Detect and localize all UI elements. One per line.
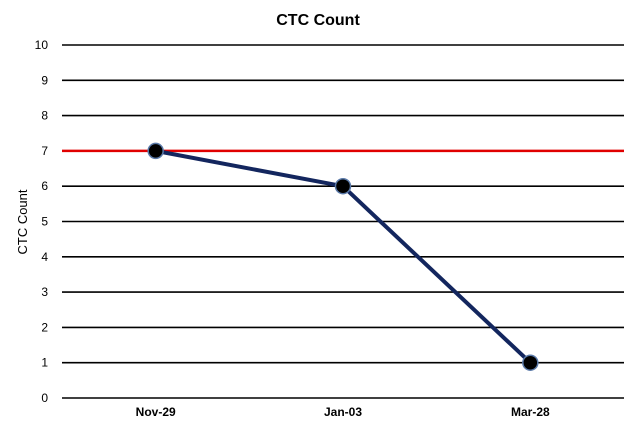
x-tick-label: Nov-29: [136, 405, 176, 419]
series-group: [147, 142, 539, 371]
x-tick-label: Jan-03: [324, 405, 362, 419]
chart-title: CTC Count: [276, 12, 360, 29]
y-tick-label: 3: [41, 285, 48, 299]
x-tick-label: Mar-28: [511, 405, 550, 419]
data-point: [522, 354, 539, 371]
data-point: [334, 177, 352, 195]
y-tick-label: 1: [41, 356, 48, 370]
y-tick-label: 0: [41, 391, 48, 405]
y-tick-label: 4: [41, 250, 48, 264]
y-axis-label: CTC Count: [15, 189, 30, 254]
gridlines: [62, 44, 624, 399]
data-point: [147, 142, 164, 160]
y-tick-label: 9: [41, 73, 48, 87]
y-tick-label: 2: [41, 320, 48, 334]
y-tick-label: 8: [41, 109, 48, 123]
y-tick-label: 6: [41, 179, 48, 193]
y-tick-label: 10: [35, 38, 49, 52]
x-axis-ticks: Nov-29 Jan-03 Mar-28: [136, 405, 550, 419]
y-tick-label: 5: [41, 215, 48, 229]
y-tick-label: 7: [41, 144, 48, 158]
y-axis-ticks: 0 1 2 3 4 5 6 7 8 9 10: [35, 38, 49, 405]
